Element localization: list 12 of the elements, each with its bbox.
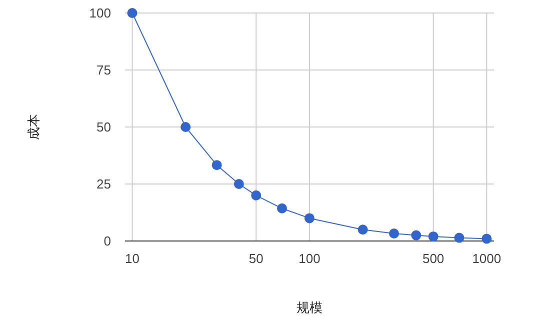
- y-tick-label: 25: [96, 176, 111, 192]
- y-axis-title: 成本: [26, 114, 41, 140]
- y-tick-label: 50: [96, 120, 111, 135]
- x-tick-label: 50: [248, 251, 264, 266]
- x-tick-label: 1000: [472, 251, 502, 266]
- y-tick-label: 100: [89, 6, 111, 21]
- y-tick-label: 75: [96, 62, 111, 78]
- x-tick-label: 10: [125, 251, 140, 266]
- x-tick-label: 500: [422, 251, 444, 266]
- y-tick-label: 0: [104, 234, 111, 249]
- x-tick-label: 100: [298, 251, 320, 266]
- x-axis-title: 规模: [296, 300, 322, 315]
